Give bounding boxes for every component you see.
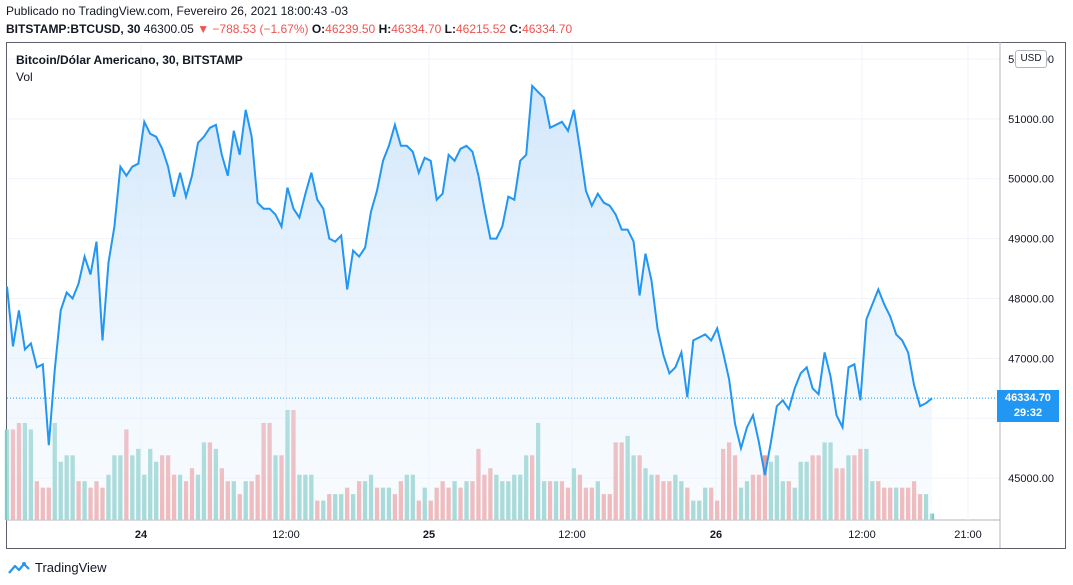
chart-frame (6, 42, 1066, 549)
y-tick-label: 45000.00 (1008, 473, 1054, 485)
x-tick-label: 26 (710, 529, 722, 541)
x-tick-label: 21:00 (954, 529, 982, 541)
y-tick-label: 51000.00 (1008, 114, 1054, 126)
y-tick-label: 47000.00 (1008, 353, 1054, 365)
x-tick-label: 24 (135, 529, 148, 541)
low-label: L: (444, 22, 456, 36)
x-tick-label: 12:00 (848, 529, 876, 541)
ohlc-bar: BITSTAMP:BTCUSD, 30 46300.05 ▼ −788.53 (… (6, 22, 572, 36)
symbol-label: BITSTAMP:BTCUSD, 30 (6, 22, 141, 36)
close-value: 46334.70 (522, 22, 573, 36)
price-change: ▼ −788.53 (−1.67%) (197, 22, 309, 36)
y-tick-label: 48000.00 (1008, 293, 1054, 305)
open-label: O: (311, 22, 326, 36)
high-value: 46334.70 (391, 22, 442, 36)
open-value: 46239.50 (325, 22, 376, 36)
chart-title: Bitcoin/Dólar Americano, 30, BITSTAMP (16, 53, 243, 67)
x-tick-label: 12:00 (272, 529, 300, 541)
brand-name: TradingView (35, 560, 107, 575)
published-caption: Publicado no TradingView.com, Fevereiro … (6, 4, 348, 18)
price-tag-value: 46334.70 (1005, 392, 1051, 404)
low-value: 46215.52 (455, 22, 507, 36)
y-tick-label: 50000.00 (1008, 174, 1054, 186)
tradingview-logo[interactable]: TradingView (8, 560, 107, 575)
last-price: 46300.05 (143, 22, 194, 36)
last-price-tag: 46334.70 29:32 (997, 390, 1059, 422)
x-tick-label: 25 (423, 529, 435, 541)
price-line (6, 83, 933, 476)
currency-button[interactable]: USD (1015, 50, 1047, 68)
tradingview-icon (8, 561, 30, 574)
y-tick-label: 49000.00 (1008, 234, 1054, 246)
close-label: C: (509, 22, 523, 36)
volume-label: Vol (16, 70, 33, 84)
high-label: H: (378, 22, 392, 36)
price-tag-countdown: 29:32 (1013, 407, 1043, 419)
x-tick-label: 12:00 (558, 529, 586, 541)
x-axis-labels: 24 12:00 25 12:00 26 12:00 21:00 (135, 529, 982, 541)
price-area (7, 85, 932, 521)
